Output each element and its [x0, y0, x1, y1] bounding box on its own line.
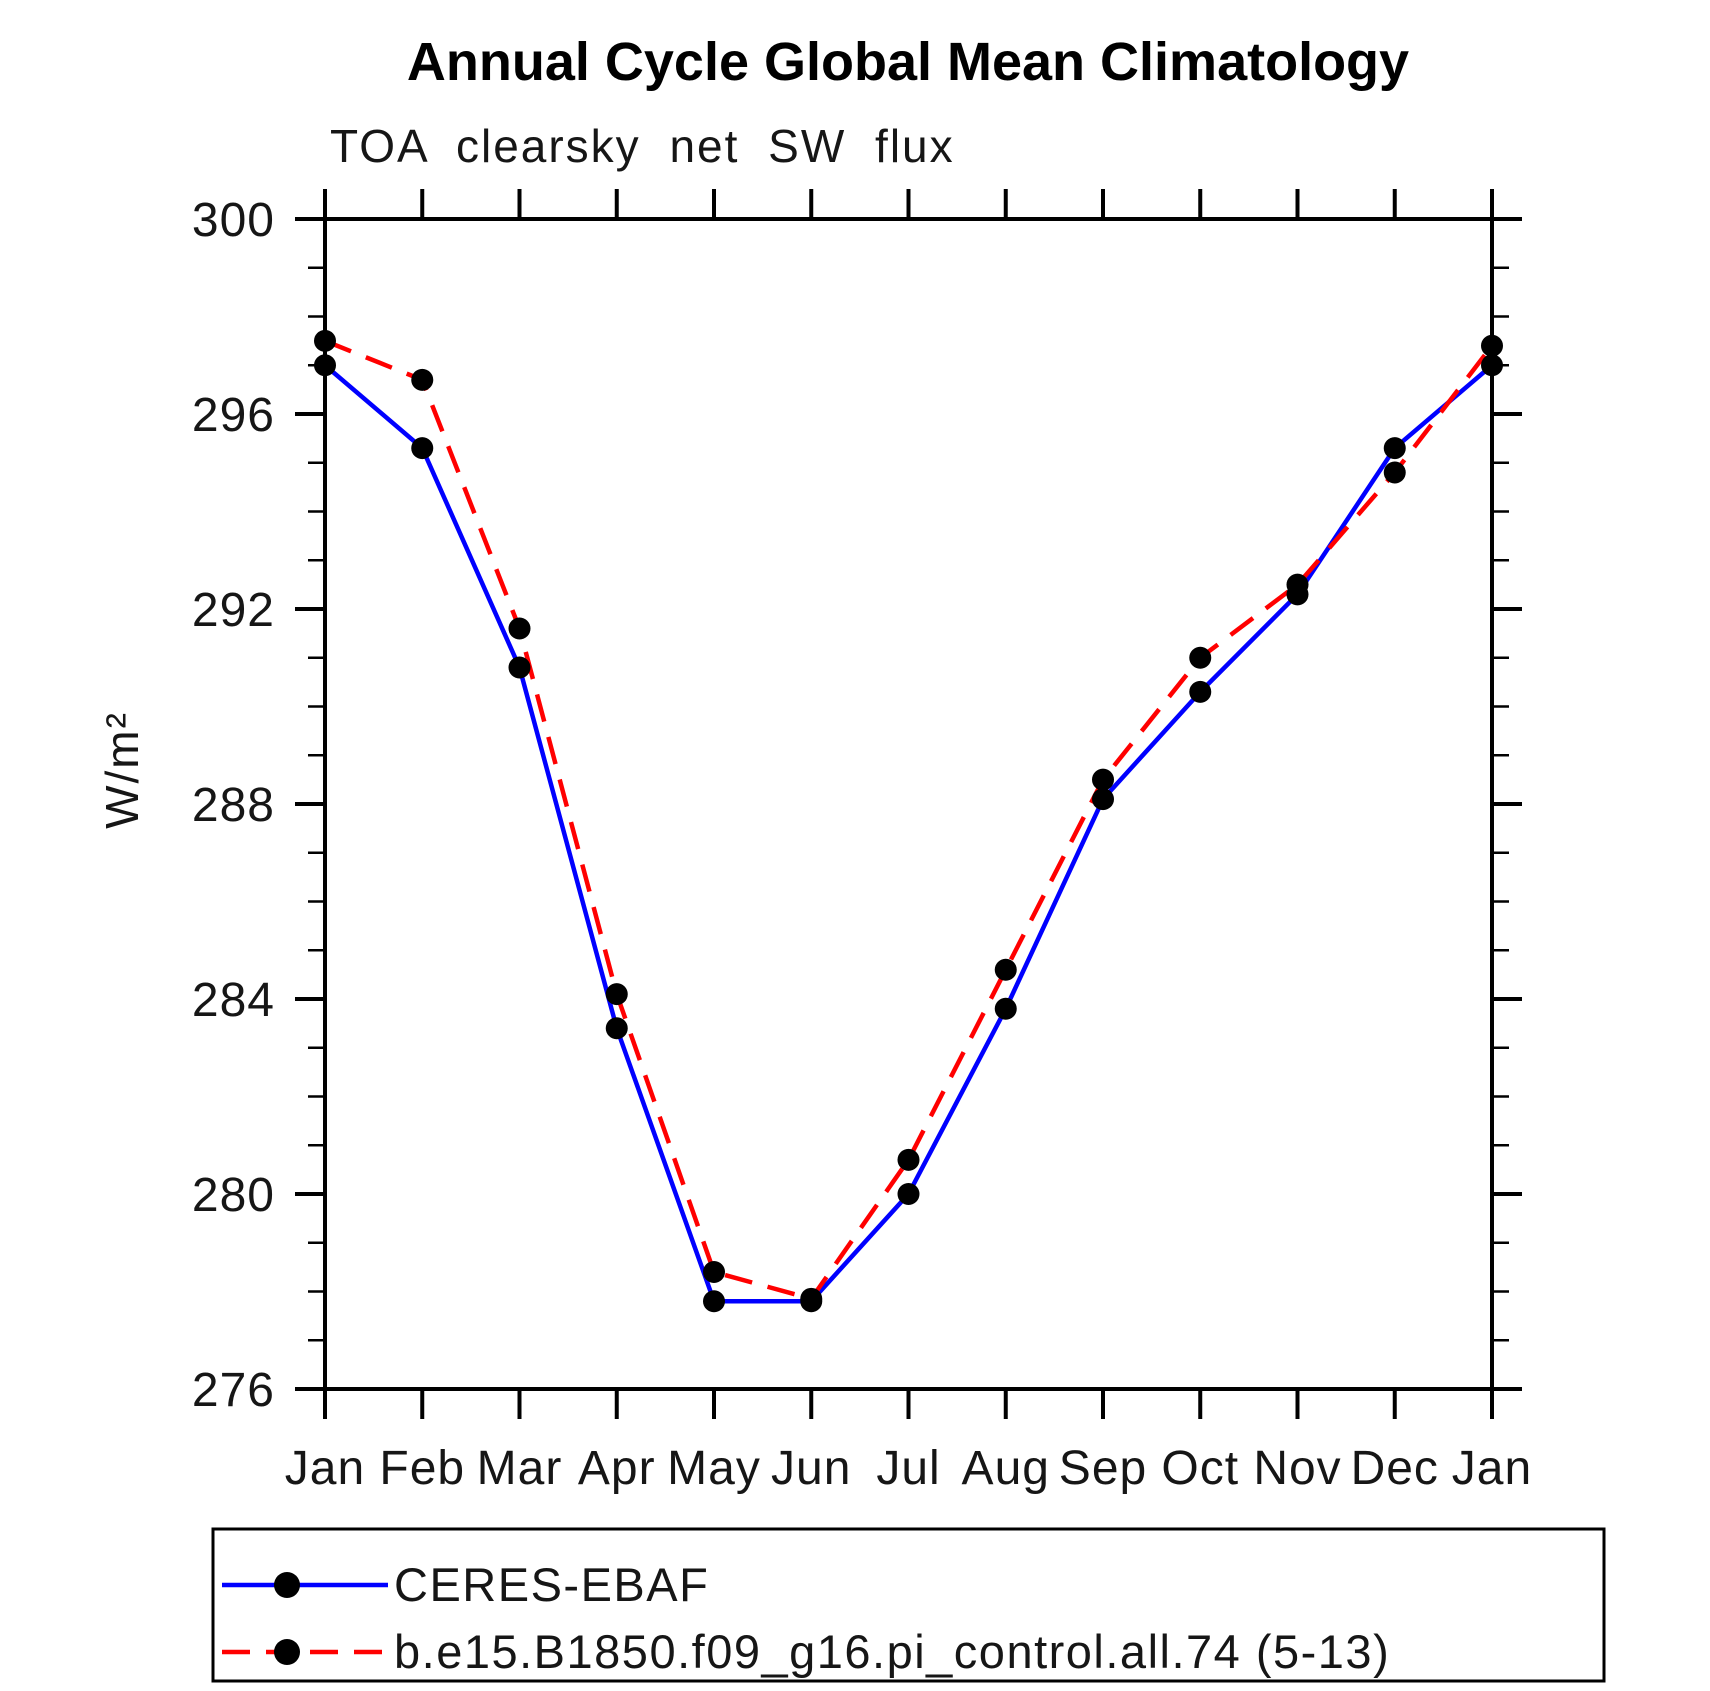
data-point-marker-s1-4 [703, 1261, 725, 1283]
legend: CERES-EBAF b.e15.B1850.f09_g16.pi_contro… [211, 1527, 1606, 1683]
x-tick-label-11-Dec: Dec [1351, 1442, 1439, 1495]
data-point-marker-s0-3 [605, 1017, 628, 1040]
data-point-marker-s1-8 [1092, 768, 1114, 791]
x-tick-label-2-Mar: Mar [477, 1442, 563, 1495]
data-point-marker-s0-8 [1092, 788, 1114, 811]
data-point-marker-s1-2 [508, 617, 531, 640]
axes: 276 280 284 288 292 296 300 Jan Feb Mar Apr May Jun J… [192, 189, 1532, 1495]
x-tick-label-3-Apr: Apr [578, 1442, 656, 1495]
data-point-marker-s0-11 [1383, 437, 1406, 460]
x-tick-label-7-Aug: Aug [962, 1442, 1050, 1495]
data-point-marker-s1-3 [605, 983, 628, 1006]
y-tick-label-280: 280 [192, 1169, 275, 1222]
data-point-marker-s0-1 [411, 437, 434, 460]
data-point-marker-s1-1 [411, 368, 434, 391]
data-point-marker-s1-10 [1286, 573, 1309, 596]
legend-marker-model-run [274, 1639, 300, 1665]
legend-label-ceres-ebaf: CERES-EBAF [394, 1558, 709, 1611]
data-point-marker-s1-12 [1481, 334, 1503, 357]
x-tick-label-8-Sep: Sep [1059, 1442, 1147, 1495]
data-point-marker-s0-12 [1481, 354, 1503, 377]
data-point-marker-s0-6 [897, 1183, 920, 1205]
x-tick-label-0-Jan: Jan [285, 1442, 365, 1495]
data-point-marker-s1-9 [1189, 646, 1212, 669]
chart-title: Annual Cycle Global Mean Climatology [407, 32, 1409, 92]
data-point-marker-s1-6 [897, 1148, 920, 1171]
data-series [314, 329, 1503, 1313]
legend-label-model-run: b.e15.B1850.f09_g16.pi_control.all.74 (5… [394, 1625, 1390, 1678]
data-point-marker-s1-11 [1383, 461, 1406, 484]
y-tick-label-284: 284 [192, 974, 275, 1027]
x-tick-label-6-Jul: Jul [876, 1442, 940, 1495]
x-tick-label-5-Jun: Jun [771, 1442, 851, 1495]
y-tick-label-300: 300 [192, 194, 275, 247]
data-point-marker-s0-2 [508, 656, 531, 679]
data-point-marker-s1-5 [800, 1287, 823, 1310]
data-point-marker-s1-0 [314, 329, 336, 352]
x-tick-label-10-Nov: Nov [1253, 1442, 1341, 1495]
x-tick-label-1-Feb: Feb [379, 1442, 465, 1495]
x-tick-label-9-Oct: Oct [1161, 1442, 1239, 1495]
data-point-marker-s0-7 [994, 997, 1017, 1020]
y-axis-label: W/m² [96, 711, 148, 829]
y-tick-label-288: 288 [192, 779, 275, 832]
y-tick-label-292: 292 [192, 584, 275, 637]
data-point-marker-s0-4 [703, 1290, 725, 1313]
x-tick-label-4-May: May [667, 1442, 761, 1495]
legend-marker-ceres-ebaf [274, 1572, 300, 1598]
x-tick-label-12-Jan: Jan [1452, 1442, 1532, 1495]
y-tick-label-276: 276 [192, 1364, 275, 1417]
data-point-marker-s0-9 [1189, 680, 1212, 703]
legend-box [211, 1527, 1606, 1683]
data-point-marker-s0-0 [314, 354, 336, 377]
chart-subtitle: TOA clearsky net SW flux [330, 120, 955, 172]
y-tick-label-296: 296 [192, 389, 275, 442]
data-point-marker-s1-7 [994, 958, 1017, 981]
